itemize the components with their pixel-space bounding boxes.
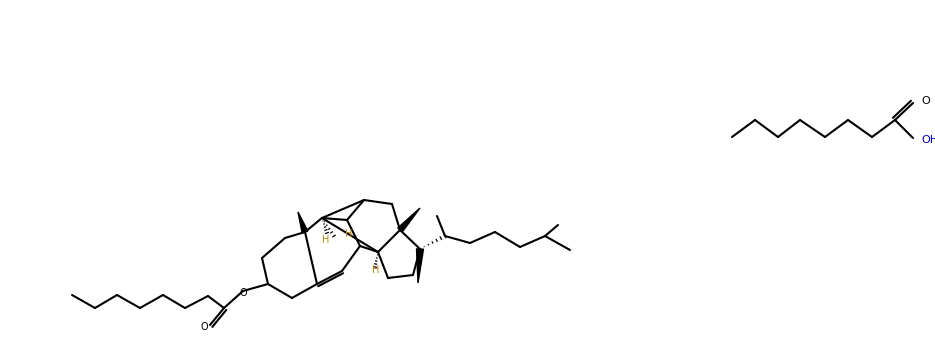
Text: O: O [200,322,208,332]
Polygon shape [298,212,308,233]
Text: H: H [345,229,352,239]
Polygon shape [416,249,424,283]
Polygon shape [397,208,420,232]
Text: H: H [372,265,380,275]
Text: OH: OH [921,135,935,145]
Text: H: H [323,235,330,245]
Text: O: O [239,288,247,298]
Text: O: O [921,96,929,106]
